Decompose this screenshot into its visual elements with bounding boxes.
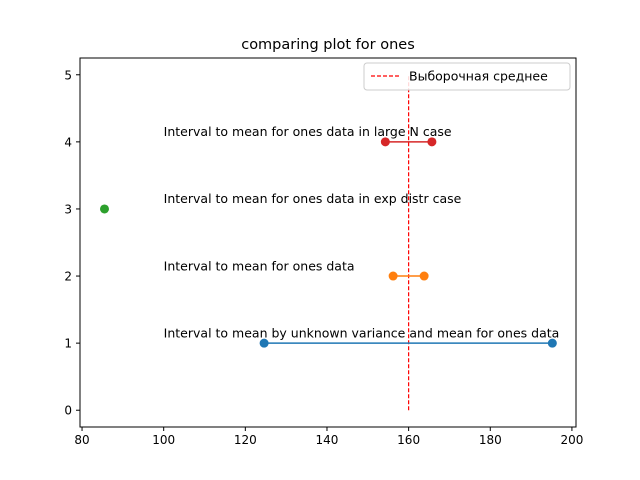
data-point-1-2 <box>547 338 557 348</box>
annotation-1: Interval to mean by unknown variance and… <box>164 325 560 340</box>
annotation-3: Interval to mean for ones data in exp di… <box>164 191 462 206</box>
y-tick-label: 5 <box>64 68 72 82</box>
x-tick-label: 200 <box>560 433 583 447</box>
chart-title: comparing plot for ones <box>241 37 415 53</box>
y-tick-label: 3 <box>64 202 72 216</box>
y-tick-label: 0 <box>64 404 72 418</box>
y-tick-label: 4 <box>64 135 72 149</box>
data-point-2-1 <box>388 271 398 281</box>
x-tick-label: 180 <box>479 433 502 447</box>
legend-box <box>363 62 571 91</box>
plot-frame <box>79 57 577 428</box>
annotation-2: Interval to mean for ones data <box>164 258 355 273</box>
y-tick-label: 2 <box>64 270 72 284</box>
y-tick-label: 1 <box>64 337 72 351</box>
data-point-2-2 <box>419 271 429 281</box>
x-tick-label: 120 <box>234 433 257 447</box>
x-tick-label: 100 <box>152 433 175 447</box>
data-point-4-2 <box>427 137 437 147</box>
annotation-4: Interval to mean for ones data in large … <box>164 124 452 139</box>
x-tick-label: 80 <box>74 433 89 447</box>
legend: Выборочная среднее <box>363 62 571 91</box>
x-tick-label: 160 <box>397 433 420 447</box>
legend-label: Выборочная среднее <box>409 69 548 84</box>
x-tick-label: 140 <box>316 433 339 447</box>
data-point-1-1 <box>259 338 269 348</box>
data-point-3-1 <box>99 204 109 214</box>
data-point-4-1 <box>380 137 390 147</box>
